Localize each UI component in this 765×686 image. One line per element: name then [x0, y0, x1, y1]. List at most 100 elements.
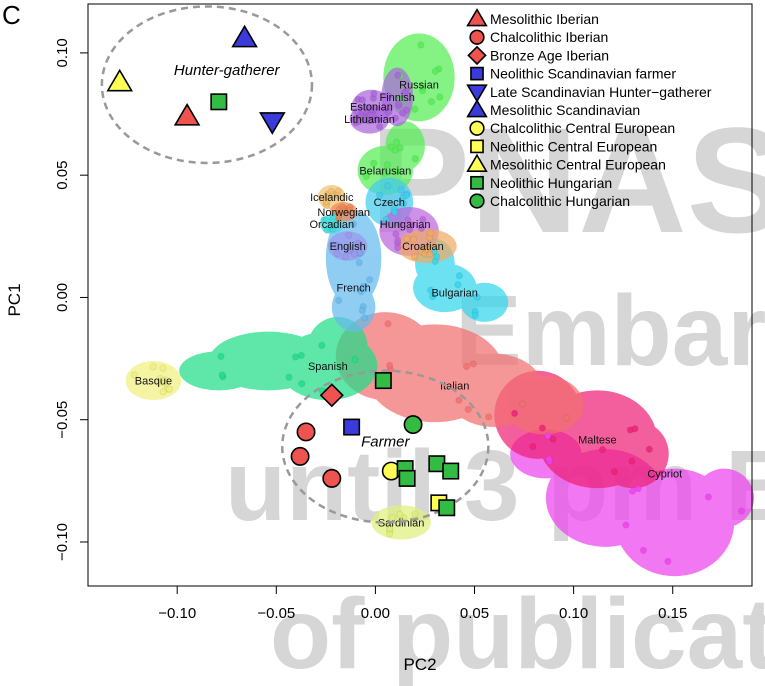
population-dot — [422, 245, 430, 253]
population-dot — [544, 432, 552, 440]
population-dot — [351, 115, 359, 124]
population-dot — [373, 115, 382, 124]
population-dot — [385, 92, 393, 100]
population-dot — [382, 215, 390, 224]
population-dot — [352, 240, 361, 248]
watermark-line-4: of publication — [270, 578, 765, 686]
population-label-bulgarian: Bulgarian — [431, 288, 477, 300]
population-dot — [298, 379, 306, 388]
sample-marker — [398, 469, 416, 487]
y-axis: 0.10 0.05 0.00 −0.05 −0.10 — [54, 38, 88, 561]
population-dot — [159, 388, 167, 396]
population-dot — [404, 216, 412, 224]
population-dot — [285, 373, 293, 381]
sample-marker — [231, 24, 258, 48]
population-dot — [394, 243, 402, 252]
population-dot — [473, 293, 481, 301]
sample-marker — [374, 372, 392, 390]
population-dot — [399, 109, 407, 117]
population-dot — [431, 67, 439, 75]
population-dot — [385, 108, 393, 116]
population-dot — [631, 425, 639, 433]
population-dot — [419, 215, 427, 224]
population-dot — [394, 236, 402, 244]
population-dot — [391, 114, 400, 122]
population-label-orcadian: Orcadian — [309, 219, 354, 231]
group-label: Hunter-gatherer — [174, 62, 281, 79]
legend-label: Chalcolithic Iberian — [490, 29, 608, 45]
population-dot — [345, 231, 353, 239]
population-dot — [431, 257, 439, 266]
population-dot — [436, 93, 444, 101]
population-dot — [367, 111, 375, 120]
legend-label: Chalcolithic Central European — [490, 120, 675, 136]
sample-marker — [319, 383, 344, 408]
population-dot — [387, 143, 395, 151]
group-ellipse — [100, 5, 314, 165]
population-dot — [399, 199, 408, 208]
population-dot — [333, 241, 341, 250]
sample-marker — [106, 68, 134, 92]
x-tick-label: 0.05 — [460, 605, 489, 622]
population-dot — [417, 41, 425, 49]
population-dot — [159, 364, 167, 372]
population-dot — [538, 424, 547, 432]
legend-marker — [470, 175, 484, 190]
population-dot — [411, 155, 420, 163]
population-dot — [409, 235, 418, 244]
y-tick-label: 0.05 — [54, 161, 71, 190]
population-dot — [455, 272, 464, 280]
legend-label: Chalcolithic Hungarian — [490, 193, 630, 209]
x-tick-label: −0.10 — [158, 605, 196, 622]
population-dot — [334, 296, 343, 305]
sample-marker — [259, 112, 286, 135]
sample-marker — [438, 499, 456, 517]
population-dot — [391, 208, 399, 217]
population-dot — [385, 361, 394, 370]
sample-markers — [106, 24, 460, 517]
legend-label: Mesolithic Scandinavian — [490, 102, 640, 118]
population-dot — [598, 445, 607, 454]
sample-marker — [403, 415, 423, 435]
population-dot — [394, 71, 402, 80]
population-dot — [622, 521, 630, 529]
population-dot — [549, 435, 557, 443]
population-dot — [402, 191, 410, 200]
population-dot — [426, 286, 435, 294]
population-clouds — [125, 33, 754, 577]
population-dot — [362, 172, 370, 181]
population-dot — [217, 352, 225, 361]
population-label-icelandic: Icelandic — [310, 192, 354, 204]
population-label-cypriot: Cypriot — [647, 469, 682, 481]
population-dot — [462, 362, 471, 371]
population-dot — [405, 225, 414, 234]
population-dot — [471, 311, 480, 320]
population-dot — [318, 341, 326, 350]
group-ellipses: Hunter-gatherer Farmer — [100, 5, 490, 524]
y-axis-label: PC1 — [5, 283, 24, 316]
sample-marker — [210, 93, 228, 111]
sample-marker — [343, 418, 361, 436]
population-dot — [426, 250, 434, 259]
population-dot — [563, 414, 571, 422]
population-dot — [349, 220, 358, 228]
population-dot — [384, 320, 392, 328]
population-dot — [291, 353, 300, 361]
population-dot — [426, 229, 435, 237]
population-dot — [737, 507, 746, 515]
population-label-czech: Czech — [374, 197, 405, 209]
population-dot — [341, 253, 350, 261]
population-dot — [383, 161, 392, 169]
legend-label: Late Scandinavian Hunter−gatherer — [490, 84, 712, 100]
population-label-italian: Italian — [440, 380, 469, 392]
legend-marker — [469, 193, 485, 209]
sample-marker — [322, 468, 342, 488]
population-dot — [664, 557, 672, 566]
population-dot — [370, 89, 378, 98]
population-dot — [411, 105, 419, 113]
population-dot — [392, 167, 401, 176]
population-dot — [340, 207, 348, 215]
population-dot — [380, 169, 389, 177]
population-dot — [396, 510, 404, 519]
population-dot — [345, 245, 354, 253]
